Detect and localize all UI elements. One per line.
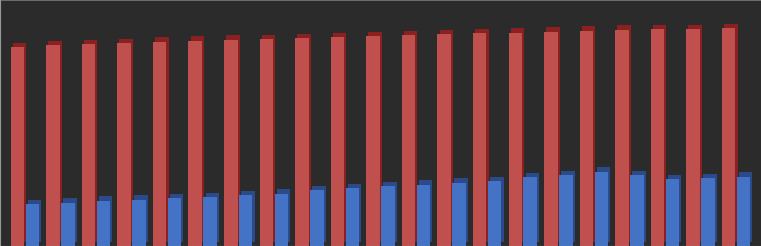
Bar [190, 36, 204, 242]
Bar [440, 30, 453, 242]
Bar [239, 195, 253, 246]
Bar [417, 184, 430, 246]
Bar [581, 26, 595, 242]
Bar [651, 29, 664, 246]
Bar [119, 39, 133, 242]
Bar [546, 28, 560, 242]
Bar [617, 25, 631, 242]
Bar [689, 25, 702, 242]
Bar [61, 203, 75, 246]
Bar [739, 172, 753, 242]
Bar [722, 28, 735, 246]
Bar [452, 183, 466, 246]
Bar [117, 43, 131, 246]
Bar [203, 197, 217, 246]
Bar [226, 35, 240, 242]
Bar [511, 28, 524, 242]
Bar [348, 184, 361, 242]
Bar [615, 30, 629, 246]
Bar [99, 197, 113, 242]
Bar [81, 44, 95, 246]
Bar [686, 29, 700, 246]
Bar [262, 35, 275, 242]
Bar [298, 34, 310, 242]
Bar [488, 181, 501, 246]
Bar [454, 178, 468, 242]
Bar [561, 171, 575, 242]
Bar [508, 32, 522, 246]
Bar [381, 186, 395, 246]
Bar [597, 168, 610, 242]
Bar [312, 185, 326, 242]
Bar [46, 45, 60, 246]
Bar [27, 200, 41, 242]
Bar [668, 175, 681, 242]
Bar [402, 35, 416, 246]
Bar [404, 31, 418, 242]
Bar [224, 40, 237, 246]
Bar [666, 179, 680, 246]
Bar [170, 194, 183, 242]
Bar [168, 198, 181, 246]
Bar [544, 32, 558, 246]
Bar [26, 204, 39, 246]
Bar [310, 190, 323, 246]
Bar [473, 33, 486, 246]
Bar [559, 175, 572, 246]
Bar [419, 180, 432, 242]
Bar [524, 177, 537, 246]
Bar [632, 171, 646, 242]
Bar [132, 200, 146, 246]
Bar [275, 194, 288, 246]
Bar [295, 38, 309, 246]
Bar [260, 39, 273, 246]
Bar [241, 191, 255, 242]
Bar [737, 177, 750, 246]
Bar [13, 43, 27, 242]
Bar [155, 37, 168, 242]
Bar [345, 188, 359, 246]
Bar [703, 174, 717, 242]
Bar [205, 193, 219, 242]
Bar [49, 41, 62, 242]
Bar [475, 29, 489, 242]
Bar [331, 37, 344, 246]
Bar [368, 32, 382, 242]
Bar [135, 195, 148, 242]
Bar [277, 189, 290, 242]
Bar [11, 47, 24, 246]
Bar [724, 24, 737, 242]
Bar [384, 182, 396, 242]
Bar [189, 41, 202, 246]
Bar [333, 32, 346, 242]
Bar [594, 172, 608, 246]
Bar [580, 31, 593, 246]
Bar [97, 201, 110, 246]
Bar [84, 40, 97, 242]
Bar [153, 42, 167, 246]
Bar [490, 177, 504, 242]
Bar [438, 34, 451, 246]
Bar [366, 36, 380, 246]
Bar [526, 173, 539, 242]
Bar [701, 178, 715, 246]
Bar [653, 25, 667, 242]
Bar [63, 198, 77, 242]
Bar [630, 175, 644, 246]
